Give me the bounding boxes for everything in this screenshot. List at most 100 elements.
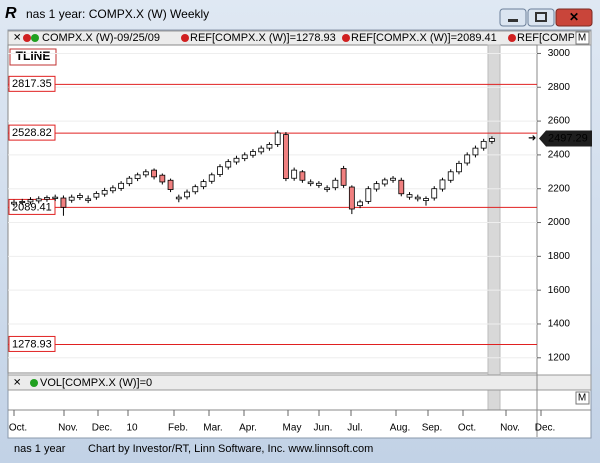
candle-body	[299, 171, 306, 181]
candle-body	[414, 196, 421, 200]
status-left: nas 1 year	[14, 443, 66, 455]
candle-body	[291, 169, 298, 179]
panel-menu[interactable]	[575, 31, 590, 45]
legend-dot	[181, 34, 189, 42]
close-icon: ✕	[569, 10, 579, 24]
candle-body	[464, 154, 471, 164]
candle-body	[241, 154, 248, 160]
x-tick-label: Nov.	[500, 423, 520, 434]
candle-body	[134, 174, 141, 179]
candle-body	[208, 174, 215, 182]
status-credit: Chart by Investor/RT, Linn Software, Inc…	[88, 443, 373, 455]
window-title: nas 1 year: COMPX.X (W) Weekly	[26, 7, 209, 21]
candle-body	[233, 157, 240, 163]
legend-dot	[31, 34, 39, 42]
candle-body	[381, 179, 388, 185]
y-tick-label: 1400	[548, 319, 571, 330]
legend-item: REF[COMPX.X (W)]=1278.93	[190, 32, 336, 44]
y-tick-label: 1600	[548, 285, 571, 296]
candle-body	[398, 179, 405, 195]
candle-body	[167, 179, 174, 190]
legend-item: COMPX.X (W)-09/25/09	[42, 32, 160, 44]
reference-label: 2089.41	[12, 201, 52, 213]
candle-body	[423, 198, 429, 201]
candle-body	[93, 193, 100, 198]
candle-body	[77, 195, 83, 198]
candle-body	[200, 181, 207, 188]
current-bar-band	[487, 44, 501, 411]
legend-item: REF[COMPX.X (	[517, 32, 600, 44]
maximize-icon	[535, 12, 547, 22]
candle-body	[68, 196, 75, 201]
candle-body	[332, 179, 339, 189]
candle-body	[175, 196, 182, 200]
candle-body	[489, 138, 495, 142]
candle-body	[159, 174, 166, 183]
panel-close[interactable]: ✕	[13, 33, 21, 44]
x-tick-label: Oct.	[458, 423, 476, 434]
x-tick-label: Feb.	[168, 423, 188, 434]
minimize-button[interactable]	[499, 8, 527, 27]
candle-body	[447, 171, 454, 181]
x-tick-label: Oct.	[9, 423, 27, 434]
candle-body	[283, 134, 289, 179]
candle-body	[250, 151, 256, 156]
candle-body	[142, 171, 149, 176]
candle-body	[126, 177, 133, 185]
app-icon: R	[5, 5, 17, 22]
candle-body	[390, 177, 396, 181]
candle-body	[35, 198, 42, 202]
last-value-arrow: ➜	[528, 133, 536, 144]
x-tick-label: 10	[126, 423, 138, 434]
candle-body	[456, 162, 462, 173]
candle-body	[431, 188, 438, 199]
candle-body	[266, 144, 273, 149]
candle-body	[373, 183, 380, 190]
x-tick-label: Sep.	[422, 423, 443, 434]
candle-body	[27, 199, 34, 203]
reference-label: 2817.35	[12, 78, 52, 90]
x-tick-label: Jul.	[347, 423, 363, 434]
y-tick-label: 3000	[548, 48, 571, 59]
candle-body	[118, 182, 125, 189]
candle-body	[274, 132, 281, 145]
candle-body	[184, 191, 190, 198]
candle-body	[52, 196, 59, 199]
candle-body	[60, 197, 67, 208]
window-buttons[interactable]: ✕	[499, 8, 593, 27]
candle-body	[258, 147, 265, 153]
legend-item: REF[COMPX.X (W)]=2089.41	[351, 32, 497, 44]
y-tick-label: 2800	[548, 82, 571, 93]
reference-label-box	[8, 124, 56, 141]
x-tick-label: Apr.	[239, 423, 257, 434]
maximize-button[interactable]	[527, 8, 555, 27]
candle-body	[307, 181, 314, 185]
reference-label: 1278.93	[12, 338, 52, 350]
candle-body	[406, 194, 413, 198]
legend-dot	[342, 34, 350, 42]
candle-body	[340, 168, 347, 186]
x-tick-label: Aug.	[390, 423, 411, 434]
tool-label: TLINE	[16, 49, 51, 63]
candle-body	[225, 161, 232, 168]
candle-body	[365, 188, 372, 202]
candle-body	[357, 201, 363, 207]
candle-body	[192, 186, 199, 193]
candle-body	[101, 190, 108, 195]
last-value-label: 2497.29	[548, 132, 588, 144]
y-tick-label: 2600	[548, 116, 571, 127]
x-tick-label: Nov.	[58, 423, 78, 434]
candle-body	[85, 198, 92, 201]
candle-body	[472, 147, 479, 156]
panel-close[interactable]: ✕	[13, 378, 21, 389]
candle-body	[151, 169, 157, 178]
legend-dot	[30, 379, 38, 387]
legend-dot	[23, 34, 31, 42]
x-tick-label: Dec.	[535, 423, 556, 434]
candle-body	[439, 179, 446, 190]
x-tick-label: Dec.	[92, 423, 113, 434]
close-button[interactable]	[555, 8, 593, 27]
legend: COMPX.X (W)-09/25/09 REF[COMPX.X (W)]=127…	[42, 32, 600, 44]
panel-menu[interactable]	[575, 391, 590, 405]
x-tick-label: Mar.	[203, 423, 222, 434]
